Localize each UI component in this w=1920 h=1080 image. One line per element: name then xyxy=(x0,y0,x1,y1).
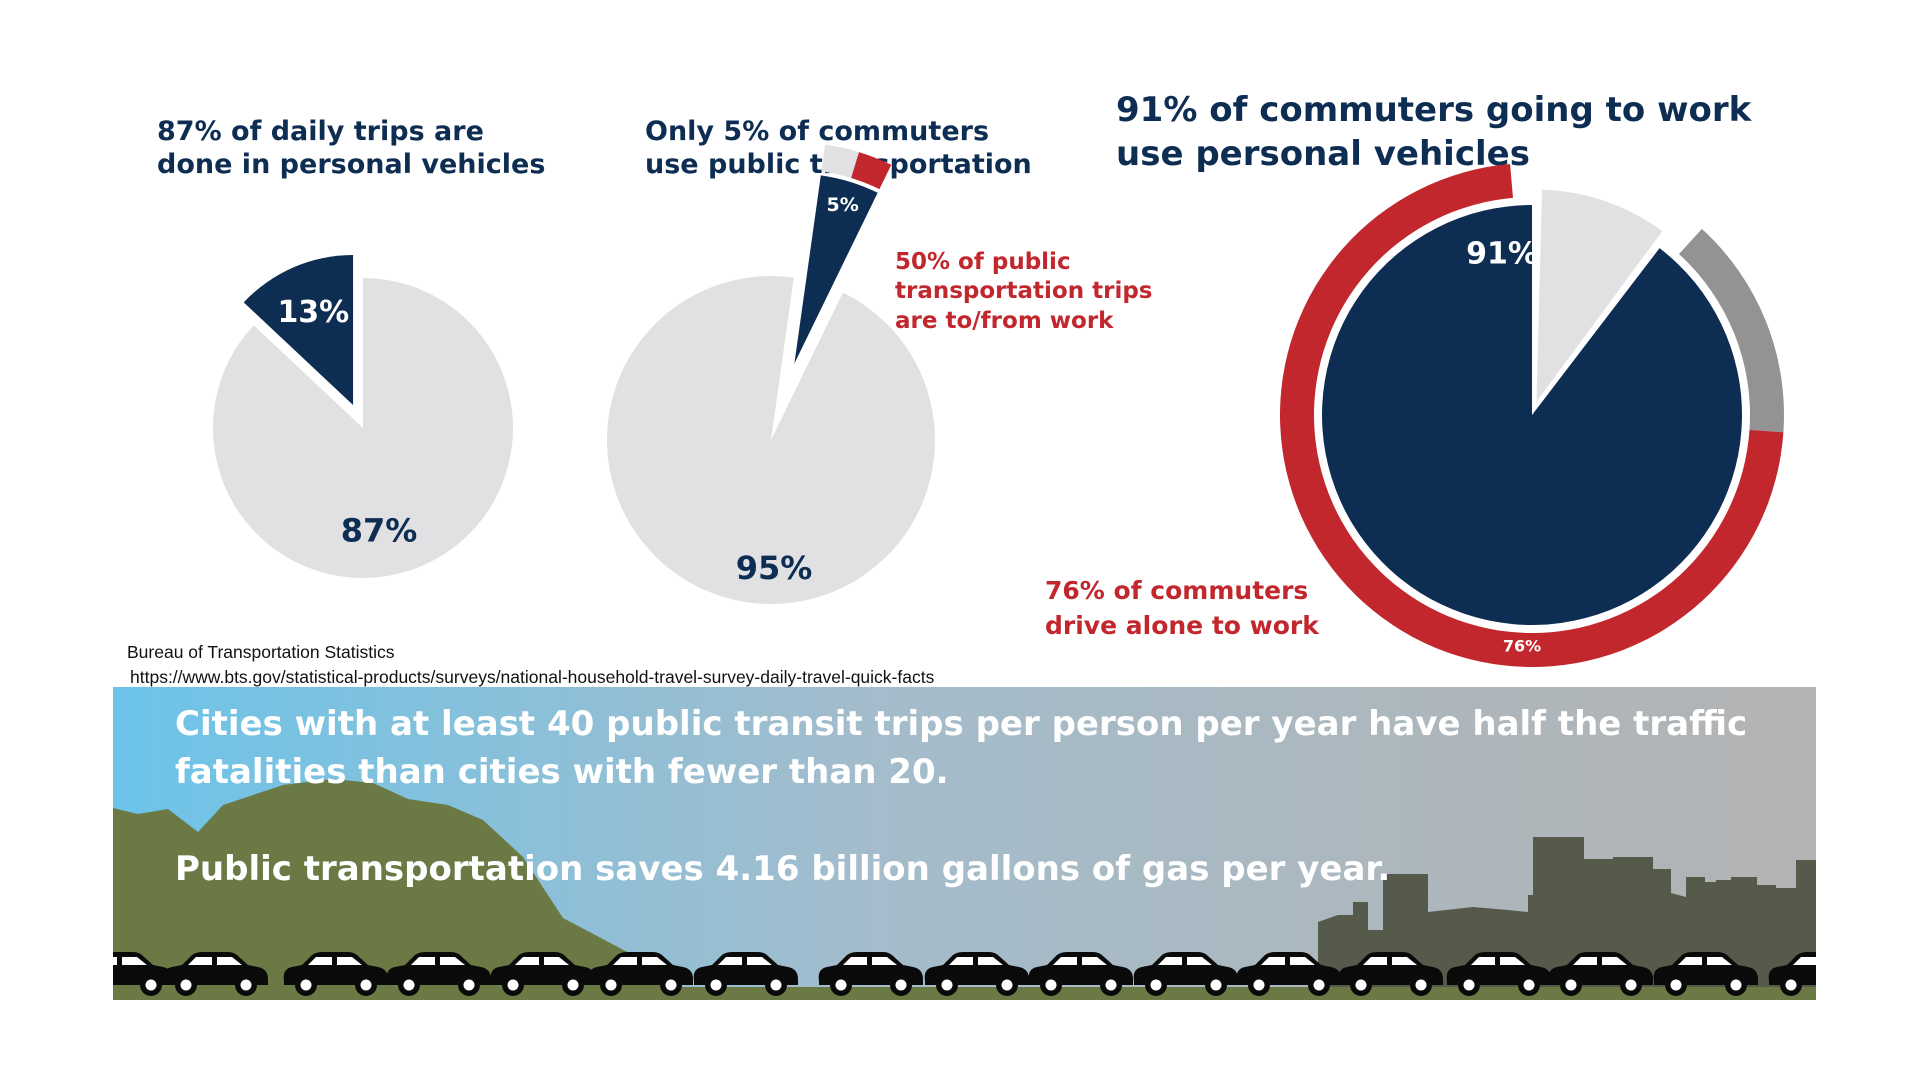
banner-fact-2: Public transportation saves 4.16 billion… xyxy=(175,848,1391,889)
source-url[interactable]: https://www.bts.gov/statistical-products… xyxy=(130,667,935,688)
pie2-sub-wedge-2 xyxy=(851,152,892,190)
banner-text: Cities with at least 40 public transit t… xyxy=(175,700,1747,893)
pie1-label-87: 87% xyxy=(341,511,418,549)
pie1-title-line1: 87% of daily trips are xyxy=(157,116,484,147)
source-name: Bureau of Transportation Statistics xyxy=(127,642,395,662)
pie3-annotation-line2: drive alone to work xyxy=(1045,610,1319,640)
traffic-banner xyxy=(113,687,1816,1000)
pie1-label-13: 13% xyxy=(277,295,349,330)
banner-illustration xyxy=(113,687,1816,1000)
pie1-title: 87% of daily trips are done in personal … xyxy=(157,116,545,182)
pie3-title-line1: 91% of commuters going to work xyxy=(1116,90,1752,130)
banner-fact-1-line2: fatalities than cities with fewer than 2… xyxy=(175,752,949,793)
pie2-annotation-line1: 50% of public xyxy=(895,249,1071,275)
pie2-annotation: 50% of public transportation trips are t… xyxy=(895,248,1152,336)
pie3-label-91: 91% xyxy=(1466,237,1538,272)
pie3-annotation-line1: 76% of commuters xyxy=(1045,576,1309,605)
pie1-title-line2: done in personal vehicles xyxy=(157,148,546,180)
pie2-annotation-line2: transportation trips xyxy=(895,278,1153,305)
banner-fact-1-line1: Cities with at least 40 public transit t… xyxy=(175,704,1748,744)
pie3-annotation: 76% of commuters drive alone to work xyxy=(1045,574,1319,643)
pie2-title-line1: Only 5% of commuters xyxy=(645,116,990,147)
green-hills xyxy=(113,779,673,1000)
pie2-slice-95 xyxy=(607,276,935,604)
pie2-label-5: 5% xyxy=(826,194,858,216)
pie1-slice-13 xyxy=(243,255,354,406)
pie2-slice-5 xyxy=(794,175,878,364)
source-citation: Bureau of Transportation Statistics http… xyxy=(127,640,934,691)
road-ground xyxy=(113,987,1816,1000)
pie3-ring-gray xyxy=(1678,228,1784,433)
pie1-slice-87 xyxy=(213,278,513,578)
pie3-ring-label-76: 76% xyxy=(1503,637,1541,656)
pie2-annotation-line3: are to/from work xyxy=(895,307,1114,334)
pie3-slice-9 xyxy=(1536,189,1663,402)
pie3-title-line2: use personal vehicles xyxy=(1116,134,1530,175)
pie3-slice-91 xyxy=(1322,205,1743,625)
pie2-sub-wedge-1 xyxy=(821,144,860,178)
pie3-title: 91% of commuters going to work use perso… xyxy=(1116,88,1751,176)
pie2-label-95: 95% xyxy=(736,549,813,587)
